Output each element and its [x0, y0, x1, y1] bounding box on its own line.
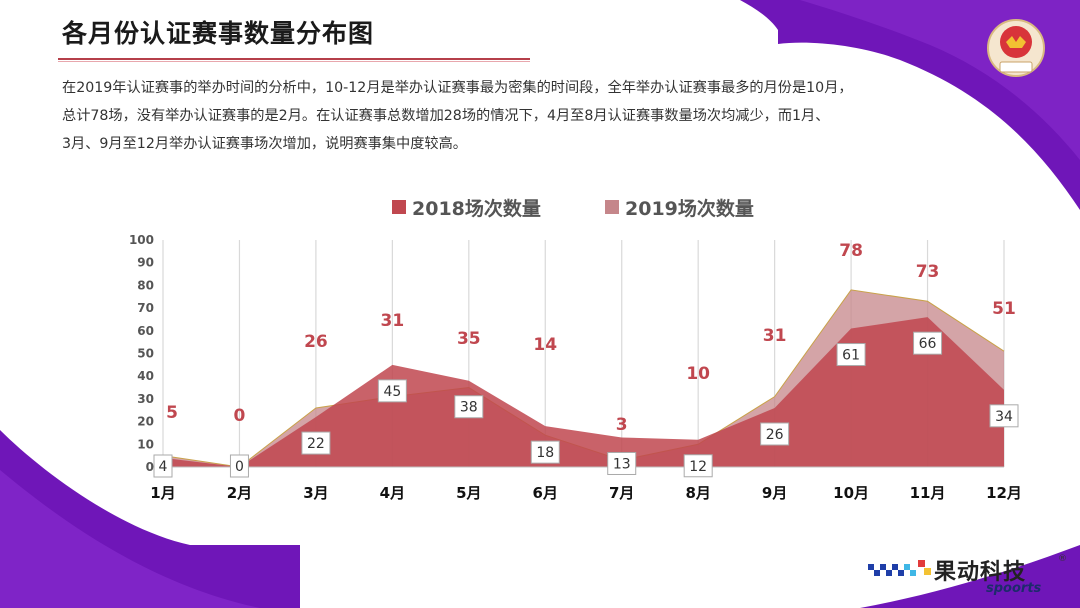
x-tick-label: 8月 — [685, 484, 710, 502]
data-label-2019: 73 — [916, 262, 940, 282]
data-label-2018: 61 — [842, 348, 860, 364]
y-tick-label: 10 — [137, 437, 154, 451]
x-tick-label: 3月 — [303, 484, 328, 502]
legend-swatch — [392, 200, 406, 214]
data-label-2018: 18 — [536, 445, 554, 461]
x-tick-label: 10月 — [833, 484, 869, 502]
data-label-2019: 26 — [304, 332, 328, 352]
y-tick-label: 70 — [137, 301, 154, 315]
data-label-2018: 22 — [307, 436, 325, 452]
data-label-2019: 31 — [763, 326, 787, 346]
data-label-2018: 45 — [383, 384, 401, 400]
data-label-2018: 26 — [766, 427, 784, 443]
data-label-2018-box — [301, 431, 331, 455]
y-tick-label: 30 — [137, 392, 154, 406]
data-label-2018: 0 — [235, 459, 244, 475]
data-label-2018: 12 — [689, 459, 707, 475]
legend-label: 2019场次数量 — [625, 197, 754, 220]
y-tick-label: 100 — [129, 233, 154, 247]
y-tick-label: 60 — [137, 324, 154, 338]
data-label-2018-box — [530, 440, 560, 464]
x-tick-label: 6月 — [533, 484, 558, 502]
data-label-2019: 10 — [686, 364, 710, 384]
emblem-seal — [987, 19, 1045, 77]
brand-registered-mark: ® — [1058, 554, 1067, 564]
data-label-2018-box — [607, 451, 637, 475]
x-tick-label: 1月 — [150, 484, 175, 502]
y-tick-label: 90 — [137, 256, 154, 270]
data-label-2018-box — [836, 343, 866, 367]
y-tick-label: 40 — [137, 369, 154, 383]
y-tick-label: 80 — [137, 278, 154, 292]
x-tick-label: 11月 — [910, 484, 946, 502]
x-tick-label: 2月 — [227, 484, 252, 502]
data-label-2019: 3 — [616, 415, 628, 435]
bottom-right-wave — [860, 545, 1080, 608]
y-tick-label: 20 — [137, 415, 154, 429]
data-label-2018-box — [913, 331, 943, 355]
description-line: 3月、9月至12月举办认证赛事场次增加，说明赛事集中度较高。 — [62, 136, 467, 152]
data-label-2018-box — [454, 395, 484, 419]
data-label-2019: 51 — [992, 299, 1016, 319]
data-label-2018: 34 — [995, 409, 1013, 425]
legend-swatch — [605, 200, 619, 214]
data-label-2019: 31 — [381, 311, 405, 331]
data-label-2018-box — [153, 454, 173, 478]
x-tick-label: 9月 — [762, 484, 787, 502]
bottom-left-wave-light — [0, 470, 260, 608]
y-tick-label: 50 — [137, 347, 154, 361]
series-2018-area — [163, 317, 1004, 467]
data-label-2018-box — [683, 454, 713, 478]
data-label-2018: 38 — [460, 400, 478, 416]
x-tick-label: 5月 — [456, 484, 481, 502]
data-label-2018: 4 — [159, 459, 168, 475]
data-label-2019: 35 — [457, 329, 481, 349]
checkered-flag-icon — [868, 560, 931, 576]
y-tick-label: 0 — [146, 460, 154, 474]
x-tick-label: 4月 — [380, 484, 405, 502]
data-label-2019: 78 — [839, 241, 863, 261]
x-tick-label: 7月 — [609, 484, 634, 502]
title-underline — [58, 58, 530, 62]
description-line: 在2019年认证赛事的举办时间的分析中，10-12月是举办认证赛事最为密集的时间… — [62, 80, 853, 96]
description-line: 总计78场，没有举办认证赛事的是2月。在认证赛事总数增加28场的情况下，4月至8… — [62, 108, 830, 124]
data-label-2018-box — [989, 404, 1019, 428]
data-label-2018-box — [229, 454, 249, 478]
x-tick-label: 12月 — [986, 484, 1022, 502]
legend-label: 2018场次数量 — [412, 197, 541, 220]
brand-name: 果动科技 — [934, 560, 1027, 585]
brand-logo: 果动科技 ® spoorts — [868, 554, 1068, 600]
data-label-2018: 13 — [613, 456, 631, 472]
data-label-2018-box — [760, 422, 790, 446]
data-label-2018: 66 — [919, 336, 937, 352]
description-paragraph: 在2019年认证赛事的举办时间的分析中，10-12月是举办认证赛事最为密集的时间… — [62, 74, 962, 158]
data-label-2019: 0 — [234, 406, 246, 426]
data-label-2019: 5 — [166, 403, 178, 423]
brand-subname: spoorts — [986, 581, 1042, 596]
data-label-2018-box — [377, 379, 407, 403]
page-title: 各月份认证赛事数量分布图 — [62, 19, 375, 48]
data-label-2019: 14 — [533, 335, 557, 355]
